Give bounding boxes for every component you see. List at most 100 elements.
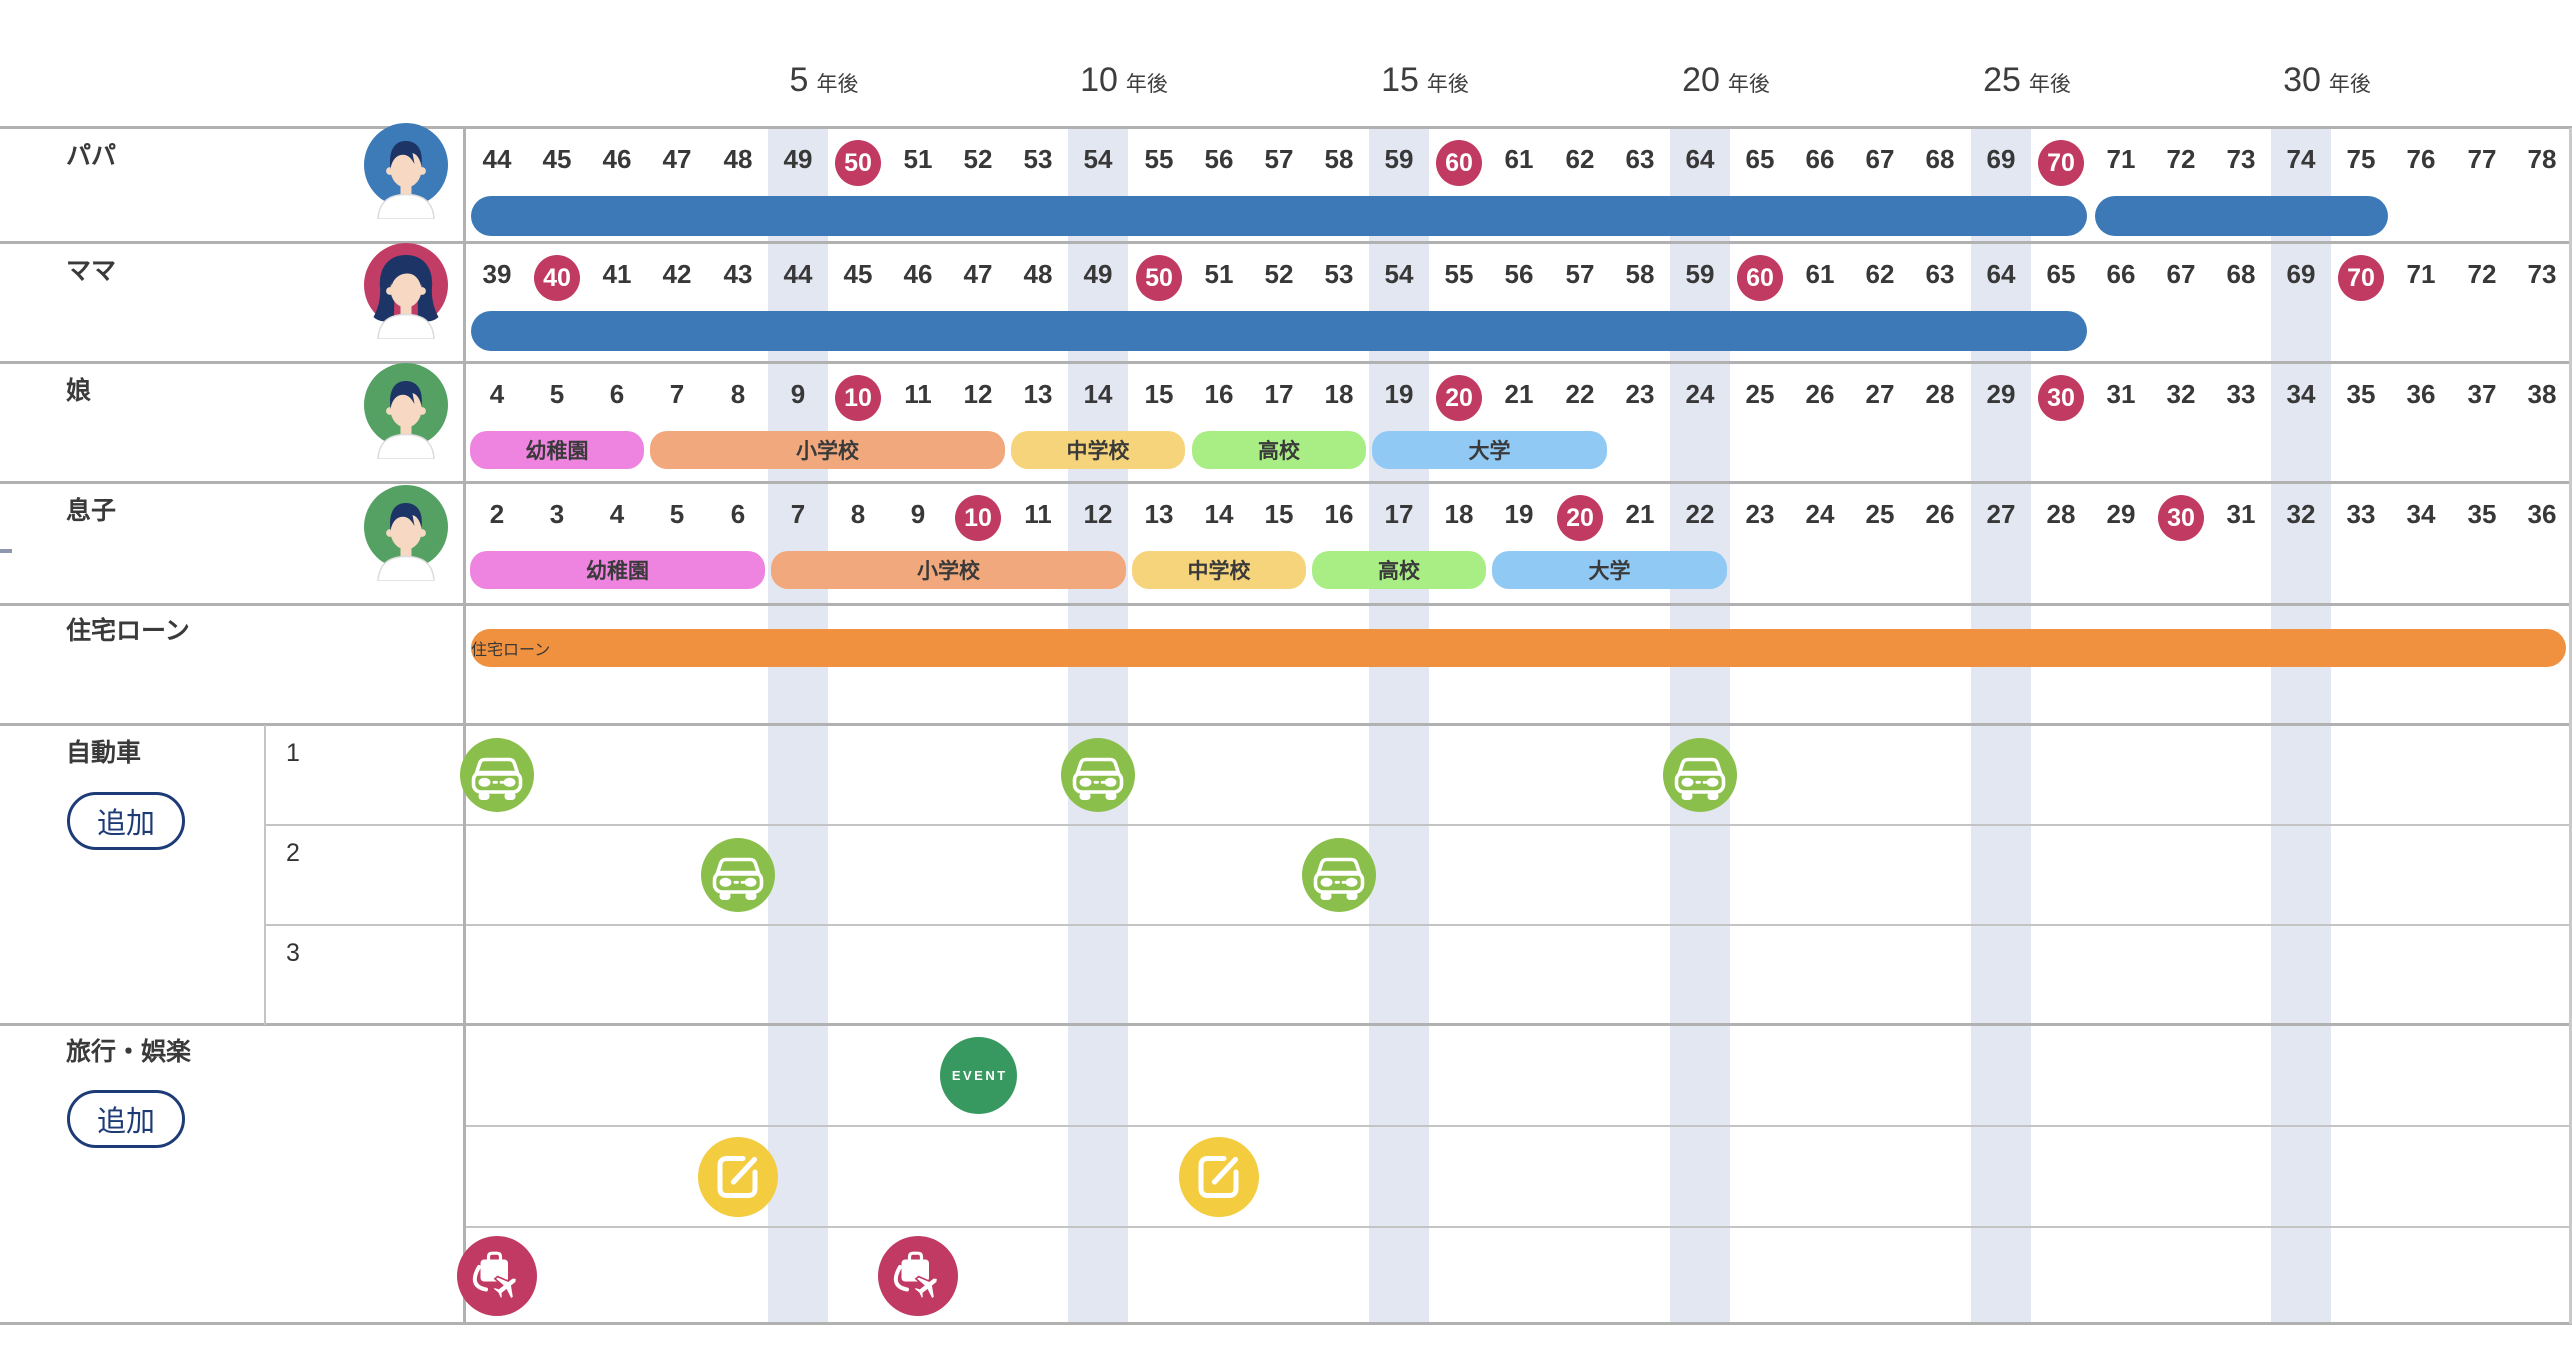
age-cell: 71 — [2406, 259, 2436, 289]
age-cell: 21 — [1625, 499, 1655, 529]
education-band-label: 大学 — [1588, 560, 1631, 583]
age-milestone: 10 — [835, 375, 881, 421]
age-cell: 35 — [2467, 499, 2497, 529]
age-cell: 3 — [549, 499, 565, 529]
age-cell: 17 — [1384, 499, 1414, 529]
age-cell: 33 — [2346, 499, 2376, 529]
age-milestone-value: 10 — [964, 503, 992, 532]
age-cell: 15 — [1144, 379, 1174, 409]
edit-event-icon[interactable] — [698, 1137, 778, 1217]
member-label-boy: 息子 — [66, 497, 117, 525]
age-cell: 59 — [1384, 144, 1414, 174]
year-mark-number: 30 — [2283, 61, 2321, 99]
year-mark-number: 25 — [1983, 61, 2021, 99]
age-cell: 6 — [730, 499, 746, 529]
year-mark-number: 15 — [1381, 61, 1419, 99]
age-cell: 7 — [790, 499, 806, 529]
subrow-border — [465, 1226, 2572, 1228]
car-slot-number: 3 — [286, 939, 300, 967]
age-cell: 8 — [850, 499, 866, 529]
travel-bag-icon[interactable] — [878, 1236, 958, 1316]
age-cell: 57 — [1565, 259, 1595, 289]
age-cell: 69 — [1986, 144, 2016, 174]
car-icon[interactable] — [1302, 838, 1376, 912]
age-cell: 39 — [482, 259, 512, 289]
age-cell: 65 — [1745, 144, 1775, 174]
housing-loan-bar-label: 住宅ローン — [471, 642, 551, 659]
row-border — [0, 361, 2572, 364]
age-milestone-value: 20 — [1566, 503, 1594, 532]
age-cell: 38 — [2527, 379, 2557, 409]
avatar-woman — [362, 239, 450, 340]
age-cell: 59 — [1685, 259, 1715, 289]
age-cell: 63 — [1625, 144, 1655, 174]
five-year-stripe — [1369, 128, 1429, 1324]
age-cell: 23 — [1745, 499, 1775, 529]
age-cell: 37 — [2467, 379, 2497, 409]
edit-event-icon[interactable] — [1179, 1137, 1259, 1217]
age-cell: 75 — [2346, 144, 2376, 174]
age-cell: 49 — [783, 144, 813, 174]
year-mark-label: 20 年後 — [1682, 60, 1770, 100]
age-cell: 17 — [1264, 379, 1294, 409]
member-label-woman: ママ — [66, 257, 117, 285]
age-cell: 66 — [1805, 144, 1835, 174]
car-icon[interactable] — [1061, 738, 1135, 812]
event-badge-icon[interactable]: EVENT — [940, 1037, 1017, 1114]
age-cell: 65 — [2046, 259, 2076, 289]
age-cell: 52 — [1264, 259, 1294, 289]
age-milestone-value: 60 — [1445, 148, 1473, 177]
education-band-label: 中学校 — [1066, 440, 1130, 463]
age-cell: 55 — [1144, 144, 1174, 174]
age-cell: 64 — [1986, 259, 2016, 289]
age-milestone-value: 30 — [2047, 383, 2075, 412]
year-mark-suffix: 年後 — [816, 73, 859, 96]
age-cell: 14 — [1083, 379, 1113, 409]
age-cell: 9 — [790, 379, 806, 409]
age-milestone-value: 50 — [1145, 263, 1173, 292]
education-band: 小学校 — [771, 551, 1126, 589]
avatar-boy — [362, 481, 450, 582]
car-icon[interactable] — [460, 738, 534, 812]
age-cell: 66 — [2106, 259, 2136, 289]
age-milestone: 40 — [534, 255, 580, 301]
age-cell: 5 — [549, 379, 565, 409]
age-cell: 62 — [1565, 144, 1595, 174]
age-cell: 52 — [963, 144, 993, 174]
add-car-button[interactable]: 追加 — [67, 792, 185, 850]
five-year-stripe — [1971, 128, 2031, 1324]
age-cell: 15 — [1264, 499, 1294, 529]
age-cell: 56 — [1504, 259, 1534, 289]
year-mark-label: 30 年後 — [2283, 60, 2371, 100]
age-cell: 22 — [1565, 379, 1595, 409]
age-cell: 5 — [669, 499, 685, 529]
age-cell: 7 — [669, 379, 685, 409]
member-label-man: パパ — [66, 142, 117, 170]
year-mark-label: 25 年後 — [1983, 60, 2071, 100]
age-cell: 29 — [1986, 379, 2016, 409]
education-band: 中学校 — [1132, 551, 1306, 589]
row-border — [0, 481, 2572, 484]
education-band: 大学 — [1372, 431, 1607, 469]
age-cell: 62 — [1865, 259, 1895, 289]
car-icon[interactable] — [1663, 738, 1737, 812]
grid-right-edge — [2569, 128, 2572, 1324]
age-cell: 57 — [1264, 144, 1294, 174]
age-milestone-value: 50 — [844, 148, 872, 177]
age-cell: 34 — [2286, 379, 2316, 409]
life-span-bar — [471, 196, 2087, 236]
five-year-stripe — [2271, 128, 2331, 1324]
year-mark-suffix: 年後 — [1125, 73, 1168, 96]
car-slot-number: 1 — [286, 739, 300, 767]
age-cell: 54 — [1384, 259, 1414, 289]
age-cell: 51 — [903, 144, 933, 174]
member-label-girl: 娘 — [66, 377, 92, 405]
travel-bag-icon[interactable] — [457, 1236, 537, 1316]
age-cell: 58 — [1625, 259, 1655, 289]
add-travel-button[interactable]: 追加 — [67, 1090, 185, 1148]
car-icon[interactable] — [701, 838, 775, 912]
year-mark-label: 10 年後 — [1080, 60, 1168, 100]
year-mark-suffix: 年後 — [1426, 73, 1469, 96]
age-cell: 48 — [723, 144, 753, 174]
